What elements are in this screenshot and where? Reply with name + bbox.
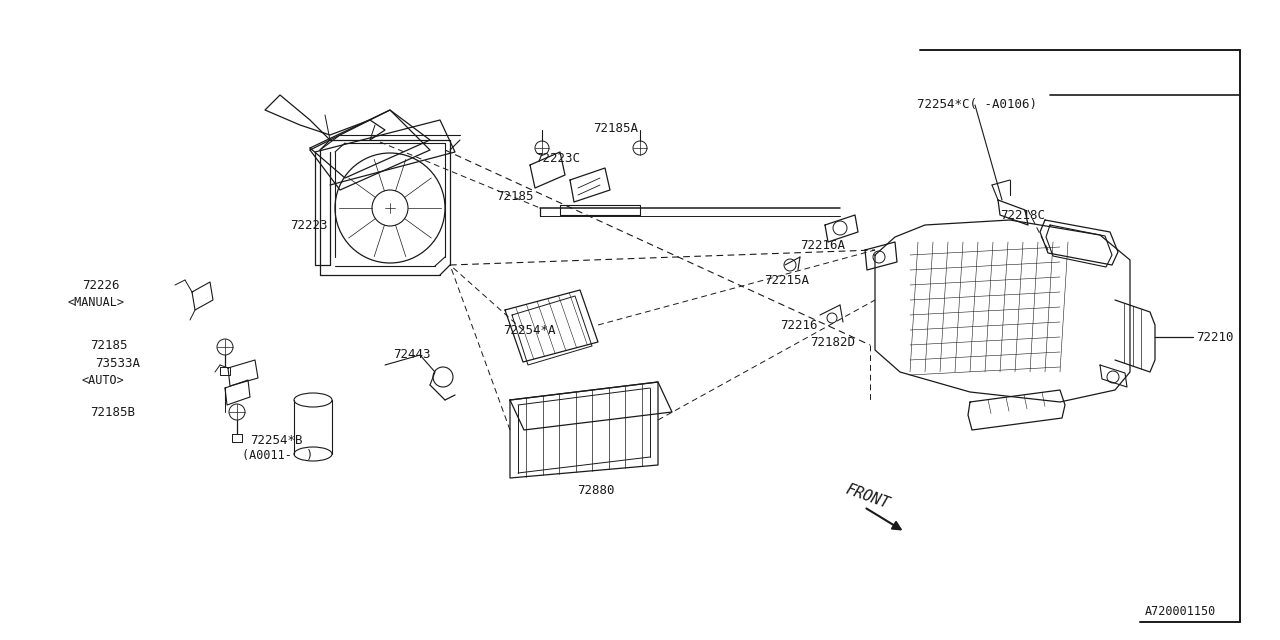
- Text: 72216: 72216: [780, 319, 818, 332]
- Text: <AUTO>: <AUTO>: [82, 374, 124, 387]
- Text: 72226: 72226: [82, 278, 119, 291]
- Text: 72210: 72210: [1196, 330, 1234, 344]
- Text: A720001150: A720001150: [1146, 605, 1216, 618]
- Text: FRONT: FRONT: [844, 482, 891, 512]
- Text: 72215A: 72215A: [764, 273, 809, 287]
- Text: 72185: 72185: [497, 189, 534, 202]
- Text: 72223C: 72223C: [535, 152, 580, 164]
- Text: 72254*C( -A0106): 72254*C( -A0106): [916, 97, 1037, 111]
- Text: 72443: 72443: [393, 348, 430, 360]
- Text: 72182D: 72182D: [810, 335, 855, 349]
- Text: 72218C: 72218C: [1000, 209, 1044, 221]
- Text: 72254*B: 72254*B: [250, 433, 302, 447]
- Text: 72185A: 72185A: [593, 122, 637, 134]
- Text: 72223: 72223: [291, 218, 328, 232]
- Text: (A0011-  ): (A0011- ): [242, 449, 314, 463]
- Text: 72216A: 72216A: [800, 239, 845, 252]
- Text: <MANUAL>: <MANUAL>: [68, 296, 125, 308]
- Text: 72880: 72880: [577, 483, 614, 497]
- Text: 72185B: 72185B: [90, 406, 134, 419]
- Text: 72185: 72185: [90, 339, 128, 351]
- Text: 72254*A: 72254*A: [503, 323, 556, 337]
- Text: 73533A: 73533A: [95, 356, 140, 369]
